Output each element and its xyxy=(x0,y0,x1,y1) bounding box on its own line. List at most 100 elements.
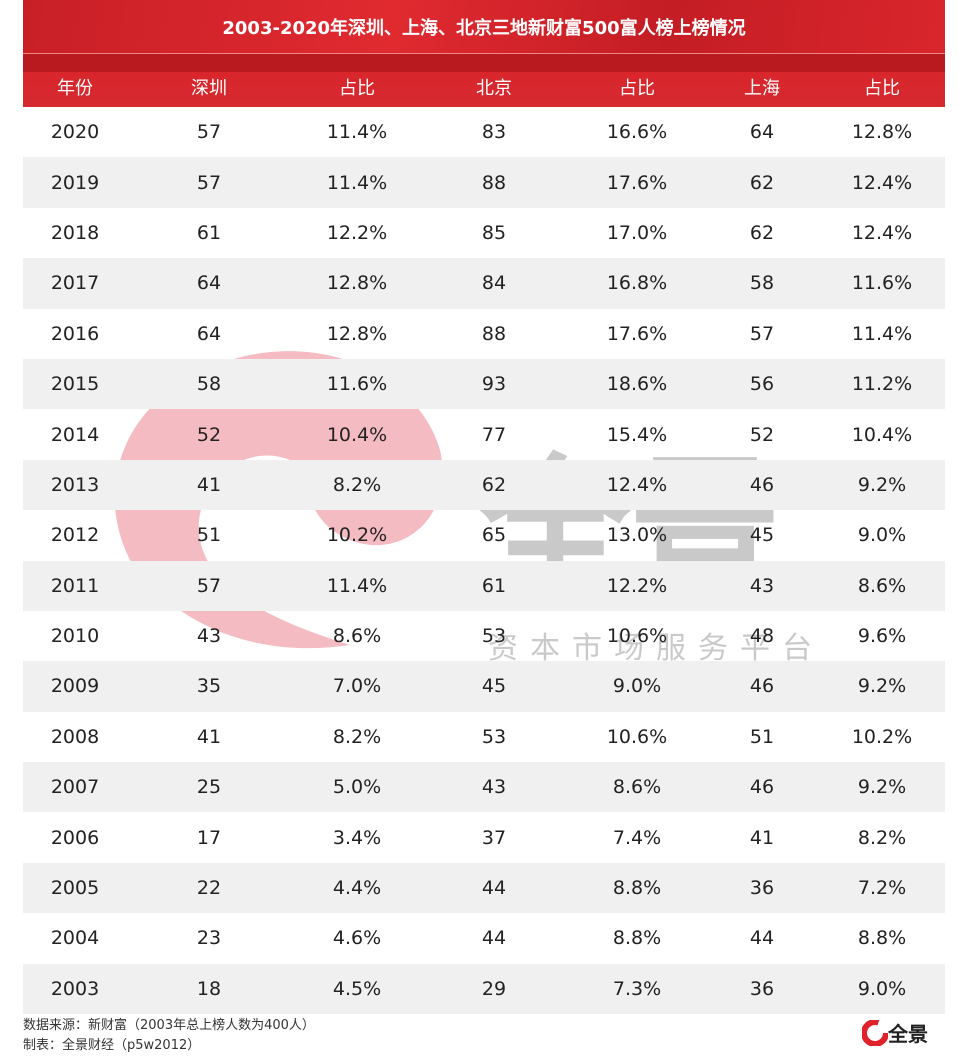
table-cell: 2003 xyxy=(50,977,100,1000)
table-cell: 46 xyxy=(749,776,775,799)
table-cell: 45 xyxy=(749,524,775,547)
table-cell: 16.8% xyxy=(606,272,668,295)
column-header: 深圳 xyxy=(191,78,227,99)
data-table: 2003-2020年深圳、上海、北京三地新财富500富人榜上榜情况 年份 深圳 占比… xyxy=(23,0,945,1015)
table-row: 2018 61 12.2% 85 17.0% 62 12.4% xyxy=(23,208,945,258)
table-cell: 16.6% xyxy=(606,121,668,144)
table-cell: 2020 xyxy=(50,121,100,144)
table-cell: 83 xyxy=(481,121,507,144)
table-cell: 52 xyxy=(749,423,775,446)
table-cell: 17.6% xyxy=(606,171,668,194)
table-cell: 18.6% xyxy=(606,373,668,396)
table-cell: 12.8% xyxy=(326,272,388,295)
maker-note: 制表：全景财经（p5w2012） xyxy=(23,1038,201,1053)
table-cell: 4.4% xyxy=(332,877,382,900)
table-cell: 13.0% xyxy=(606,524,668,547)
table-cell: 2011 xyxy=(50,574,100,597)
table-cell: 44 xyxy=(749,927,775,950)
table-cell: 8.6% xyxy=(857,574,907,597)
table-cell: 11.4% xyxy=(326,574,388,597)
table-body: 2020 57 11.4% 83 16.6% 64 12.8% 2019 57 11.4% 88 17… xyxy=(23,107,945,1015)
table-cell: 53 xyxy=(481,725,507,748)
table-cell: 45 xyxy=(481,675,507,698)
table-cell: 58 xyxy=(749,272,775,295)
table-cell: 2005 xyxy=(50,877,100,900)
table-cell: 2016 xyxy=(50,322,100,345)
table-cell: 7.0% xyxy=(332,675,382,698)
table-cell: 57 xyxy=(196,121,222,144)
footer: 数据来源：新财富（2003年总上榜人数为400人） 制表：全景财经（p5w201… xyxy=(23,1016,315,1056)
table-cell: 8.8% xyxy=(857,927,907,950)
table-cell: 11.6% xyxy=(851,272,913,295)
table-cell: 17.6% xyxy=(606,322,668,345)
table-cell: 11.4% xyxy=(851,322,913,345)
table-cell: 44 xyxy=(481,877,507,900)
table-cell: 9.2% xyxy=(857,675,907,698)
table-cell: 10.4% xyxy=(851,423,913,446)
table-cell: 52 xyxy=(196,423,222,446)
table-cell: 29 xyxy=(481,977,507,1000)
table-row: 2005 22 4.4% 44 8.8% 36 7.2% xyxy=(23,862,945,914)
table-cell: 51 xyxy=(196,524,222,547)
table-cell: 4.5% xyxy=(332,977,382,1000)
table-cell: 84 xyxy=(481,272,507,295)
table-cell: 10.6% xyxy=(606,725,668,748)
table-cell: 2018 xyxy=(50,221,100,244)
table-row: 2010 43 8.6% 53 10.6% 48 9.6% xyxy=(23,611,945,661)
table-cell: 2004 xyxy=(50,927,100,950)
table-cell: 43 xyxy=(196,625,222,648)
column-header: 年份 xyxy=(57,78,93,99)
table-cell: 77 xyxy=(481,423,507,446)
table-row: 2014 52 10.4% 77 15.4% 52 10.4% xyxy=(23,409,945,459)
table-row: 2016 64 12.8% 88 17.6% 57 11.4% xyxy=(23,309,945,359)
table-cell: 41 xyxy=(196,725,222,748)
table-cell: 2015 xyxy=(50,373,100,396)
brand-logo: 全景 xyxy=(862,1018,928,1047)
table-cell: 2019 xyxy=(50,171,100,194)
table-cell: 62 xyxy=(749,221,775,244)
table-row: 2019 57 11.4% 88 17.6% 62 12.4% xyxy=(23,157,945,208)
table-cell: 43 xyxy=(481,776,507,799)
table-cell: 44 xyxy=(481,927,507,950)
table-cell: 12.4% xyxy=(851,171,913,194)
table-cell: 8.2% xyxy=(857,826,907,849)
table-cell: 57 xyxy=(196,574,222,597)
table-cell: 51 xyxy=(749,725,775,748)
table-cell: 10.2% xyxy=(326,524,388,547)
table-cell: 8.8% xyxy=(612,877,662,900)
table-cell: 61 xyxy=(196,221,222,244)
table-cell: 11.4% xyxy=(326,171,388,194)
table-cell: 12.8% xyxy=(326,322,388,345)
table-cell: 11.6% xyxy=(326,373,388,396)
table-cell: 88 xyxy=(481,171,507,194)
table-cell: 17.0% xyxy=(606,221,668,244)
table-cell: 8.2% xyxy=(332,473,382,496)
table-cell: 43 xyxy=(749,574,775,597)
column-header: 占比 xyxy=(619,78,655,99)
swirl-logo-icon xyxy=(862,1019,888,1046)
table-cell: 25 xyxy=(196,776,222,799)
table-cell: 62 xyxy=(481,473,507,496)
column-header: 占比 xyxy=(864,78,900,99)
table-cell: 46 xyxy=(749,675,775,698)
table-row: 2015 58 11.6% 93 18.6% 56 11.2% xyxy=(23,358,945,410)
table-cell: 9.2% xyxy=(857,473,907,496)
table-cell: 36 xyxy=(749,877,775,900)
column-header: 上海 xyxy=(744,78,780,99)
table-row: 2011 57 11.4% 61 12.2% 43 8.6% xyxy=(23,560,945,611)
table-cell: 7.4% xyxy=(612,826,662,849)
table-cell: 9.0% xyxy=(612,675,662,698)
table-cell: 37 xyxy=(481,826,507,849)
table-cell: 12.4% xyxy=(851,221,913,244)
table-cell: 64 xyxy=(196,322,222,345)
table-cell: 64 xyxy=(749,121,775,144)
table-cell: 10.2% xyxy=(851,725,913,748)
column-header: 北京 xyxy=(476,78,512,99)
table-cell: 12.2% xyxy=(606,574,668,597)
table-cell: 2017 xyxy=(50,272,100,295)
table-cell: 17 xyxy=(196,826,222,849)
table-row: 2006 17 3.4% 37 7.4% 41 8.2% xyxy=(23,812,945,862)
table-cell: 35 xyxy=(196,675,222,698)
table-cell: 65 xyxy=(481,524,507,547)
table-cell: 2009 xyxy=(50,675,100,698)
